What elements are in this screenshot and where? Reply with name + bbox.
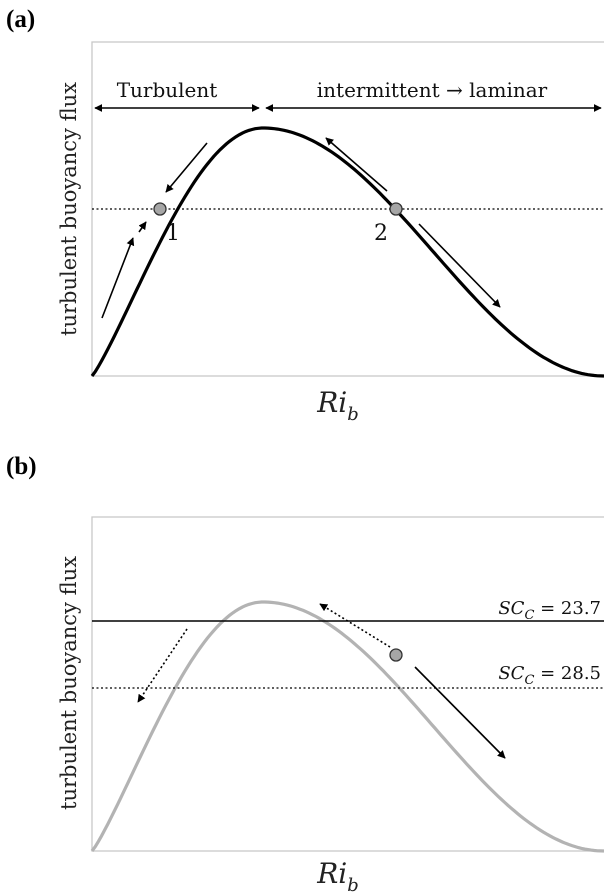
- panel-b-frame: [91, 516, 604, 852]
- turbulent-label: Turbulent: [117, 78, 218, 102]
- panel-b-xlabel: Rib: [316, 857, 359, 893]
- intermittent-laminar-label: intermittent → laminar: [317, 78, 548, 102]
- arrow-down-to-point-1: [165, 142, 208, 193]
- arrow-down-from-point-2: [418, 223, 501, 308]
- panel-b: (b) turbulent buoyancy flux Rib SCC = 23…: [6, 453, 604, 893]
- sc-28-5-label: SCC = 28.5: [498, 663, 601, 688]
- point-1-marker: [153, 202, 167, 216]
- panel-b-ylabel: turbulent buoyancy flux: [57, 556, 81, 810]
- arrow-up-from-point-2: [325, 137, 388, 192]
- panel-b-flux-curve: [90, 600, 604, 853]
- panel-b-point-marker: [389, 648, 403, 662]
- turbulent-label-bg: [104, 74, 234, 102]
- point-1-label: 1: [166, 221, 180, 246]
- panel-a-xlabel: Rib: [316, 386, 359, 425]
- panel-a-flux-curve: [90, 126, 604, 378]
- panel-b-label: (b): [6, 453, 37, 480]
- point-2-label: 2: [374, 221, 388, 246]
- dotted-arrow-left-branch: [137, 628, 188, 703]
- panel-a: (a) turbulent buoyancy flux Rib Turbulen…: [6, 6, 604, 425]
- dotted-arrow-up-from-point: [319, 603, 391, 648]
- sc-23-7-label: SCC = 23.7: [498, 598, 601, 623]
- arrow-up-left-branch-tip: [138, 221, 147, 233]
- arrow-up-left-branch: [101, 237, 135, 319]
- solid-arrow-down-from-point: [414, 666, 506, 759]
- panel-a-ylabel: turbulent buoyancy flux: [57, 82, 81, 336]
- point-2-marker: [389, 202, 403, 216]
- panel-a-label: (a): [6, 6, 35, 33]
